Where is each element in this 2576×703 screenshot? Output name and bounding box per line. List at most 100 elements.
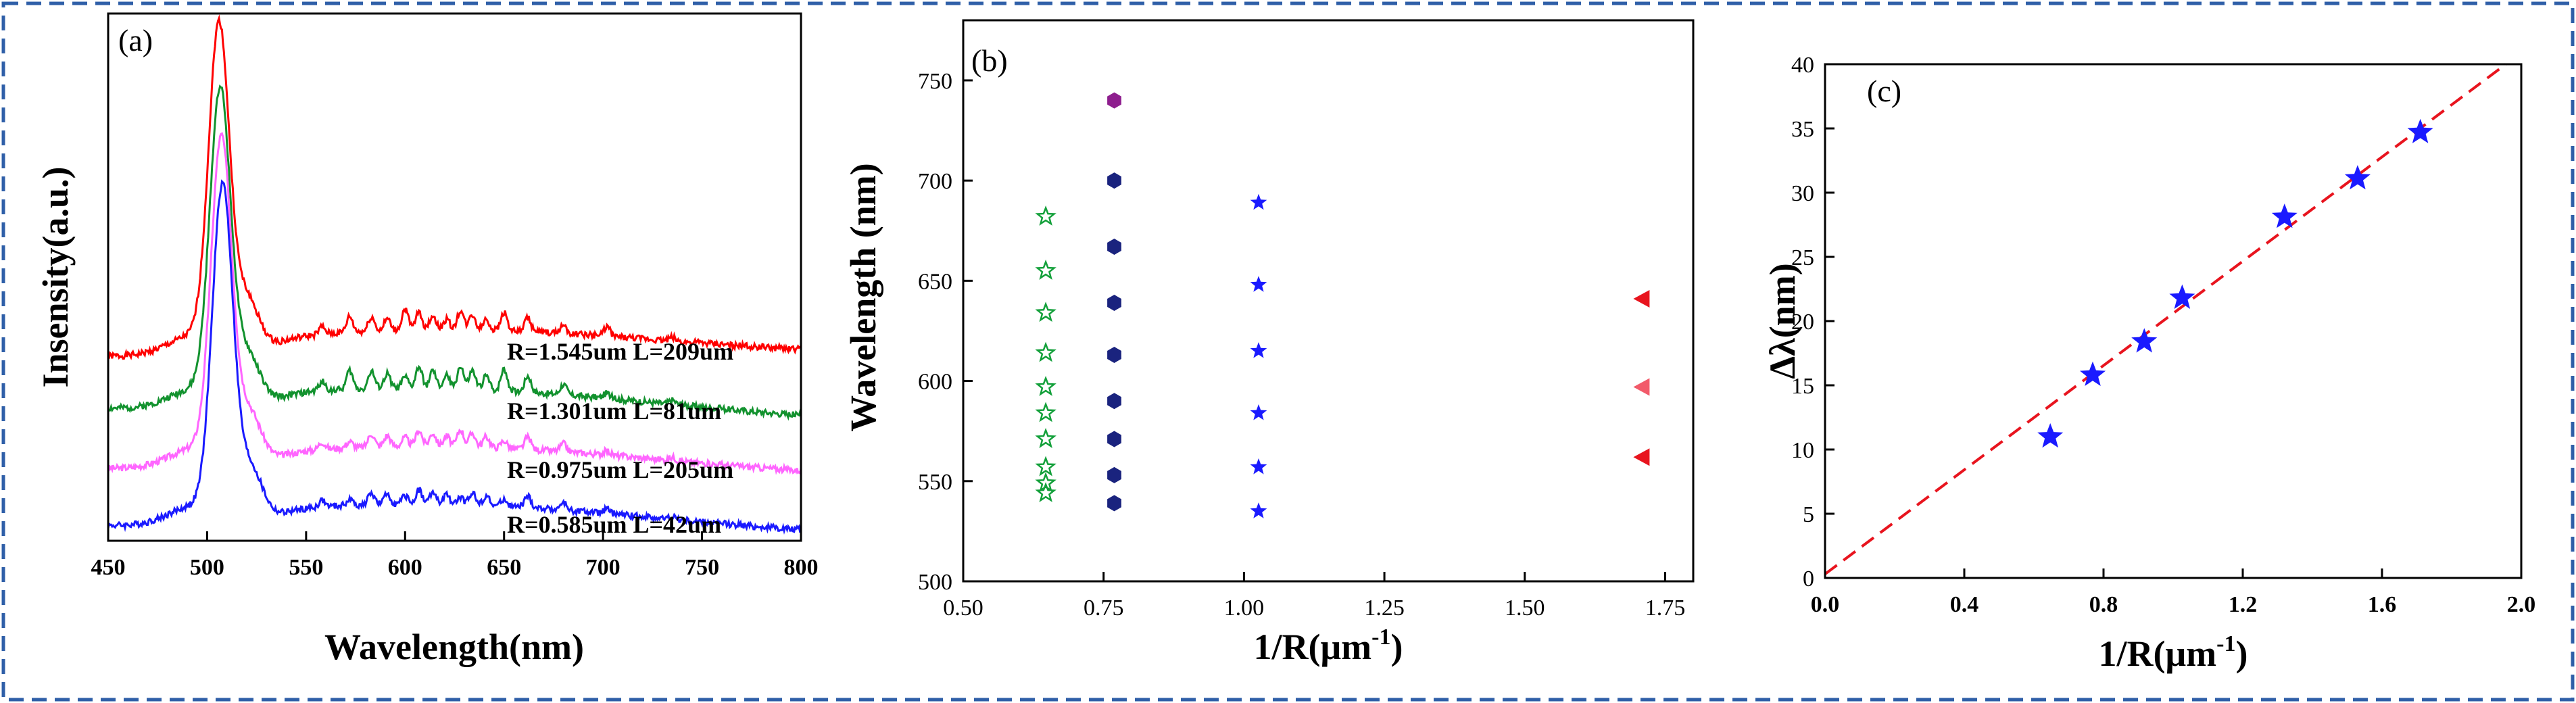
panel-b-y-tick-label: 550 <box>918 470 952 495</box>
panel-c-tag: (c) <box>1867 74 1901 108</box>
panel-b-point-hexagon <box>1107 466 1121 483</box>
panel-b-point-hexagon <box>1107 239 1121 255</box>
panel-c-x-tick-label: 2.0 <box>2507 592 2536 617</box>
panel-c-y-tick-label: 25 <box>1791 245 1814 270</box>
panel-c-x-label-end: ) <box>2235 633 2247 674</box>
panel-b-point-hexagon <box>1107 431 1121 447</box>
panel-c-x-tick-label: 0.8 <box>2089 592 2118 617</box>
panel-c-point-star <box>2080 361 2106 386</box>
panel-c-y-tick-label: 10 <box>1791 438 1814 463</box>
panel-a-spectra: 450 500 550 600 650 700 750 800 (a) R=1.545um L… <box>35 12 819 667</box>
panel-a-x-tick-label: 600 <box>388 555 422 580</box>
panel-b-point-star <box>1250 502 1267 518</box>
panel-c-points <box>1824 63 2507 575</box>
panel-a-x-tick-label: 800 <box>784 555 819 580</box>
panel-b-tag: (b) <box>971 43 1008 78</box>
panel-b-point-open-star <box>1035 402 1056 422</box>
panel-b-x-tick-label: 0.50 <box>943 596 983 621</box>
panel-b-point-hexagon <box>1107 295 1121 311</box>
panel-b-y-tick-label: 750 <box>918 69 952 94</box>
panel-b-x-tick-label: 1.75 <box>1645 596 1686 621</box>
panel-a-x-tick-label: 450 <box>91 555 126 580</box>
panel-c-y-tick-label: 15 <box>1791 374 1814 399</box>
panel-b-point-open-star <box>1035 482 1056 502</box>
panel-b-x-label-sup: -1 <box>1371 625 1390 650</box>
panel-a-y-axis-label: Insensity(a.u.) <box>35 166 76 387</box>
panel-b-x-tick-label: 1.50 <box>1505 596 1545 621</box>
panel-c-point-star <box>2271 203 2298 228</box>
panel-b-y-axis-label: Wavelength (nm) <box>843 163 883 432</box>
panel-c-x-tick-label: 0.4 <box>1950 592 1979 617</box>
panel-b-point-open-star <box>1035 341 1056 362</box>
panel-c-x-label-main: 1/R(μm <box>2099 633 2217 674</box>
panel-a-label-2: R=1.301um L=81um <box>507 397 721 425</box>
panel-c-point-star <box>2131 328 2158 353</box>
panel-c-y-tick-label: 0 <box>1803 566 1814 591</box>
panel-a-series-line <box>107 132 802 475</box>
panel-a-x-tick-label: 750 <box>685 555 719 580</box>
panel-b-point-star <box>1250 404 1267 420</box>
panel-b-x-tick-label: 1.25 <box>1364 596 1405 621</box>
panel-c-point-star <box>2344 165 2371 190</box>
panel-c-x-tick-label: 1.6 <box>2368 592 2397 617</box>
panel-c-x-label-sup: -1 <box>2216 631 2235 656</box>
panel-c-y-tick-label: 20 <box>1791 310 1814 335</box>
panel-b-point-star <box>1250 458 1267 475</box>
panel-a-series-line <box>107 84 802 421</box>
panel-a-x-tick-label: 650 <box>487 555 521 580</box>
panel-a-tag: (a) <box>118 23 153 57</box>
panel-c-x-axis-label: 1/R(μm-1) <box>2099 631 2248 674</box>
panel-a-label-3: R=0.975um L=205um <box>507 456 733 483</box>
panel-c-y-tick-label: 30 <box>1791 181 1814 206</box>
panel-b-x-axis-label: 1/R(μm-1) <box>1254 625 1403 667</box>
panel-b-points <box>1035 92 1650 518</box>
panel-b-point-star <box>1250 276 1267 292</box>
panel-c-y-tick-label: 40 <box>1791 53 1814 78</box>
panel-c-y-axis-label: Δλ(nm) <box>1762 263 1803 379</box>
panel-a-x-tick-label: 700 <box>586 555 621 580</box>
panel-b-point-open-star <box>1035 427 1056 448</box>
panel-c-fit-line <box>1824 63 2507 575</box>
panel-b-ticks: 0.50 0.75 1.00 1.25 1.50 1.75 500 550 600 650 700 7… <box>918 69 1685 621</box>
panel-a-series-line <box>107 14 802 360</box>
panel-a-series-line <box>107 179 802 535</box>
panel-a-x-tick-label: 550 <box>289 555 323 580</box>
panel-c-x-tick-label: 1.2 <box>2229 592 2258 617</box>
panel-b-point-hexagon <box>1107 347 1121 363</box>
panel-a-x-ticks: 450 500 550 600 650 700 750 800 <box>91 531 819 580</box>
panel-b-point-star <box>1250 193 1267 210</box>
panel-b-plot-frame <box>962 19 1695 583</box>
panel-b-x-tick-label: 1.00 <box>1224 596 1265 621</box>
panel-b-point-triangle <box>1633 378 1650 396</box>
panel-b-point-hexagon <box>1107 92 1121 109</box>
panel-b-x-label-end: ) <box>1390 627 1403 667</box>
panel-b-x-label-main: 1/R(μm <box>1254 627 1372 667</box>
panel-c-point-star <box>2407 118 2433 143</box>
panel-b-point-triangle <box>1633 448 1650 466</box>
panel-a-x-axis-label: Wavelength(nm) <box>324 627 584 667</box>
panel-b-y-tick-label: 650 <box>918 269 952 294</box>
panel-b-point-triangle <box>1633 290 1650 308</box>
panel-b-point-open-star <box>1035 456 1056 477</box>
panel-a-x-tick-label: 500 <box>190 555 224 580</box>
panel-b-y-tick-label: 600 <box>918 370 952 395</box>
panel-b-point-star <box>1250 342 1267 358</box>
panel-c-fit: 0.0 0.4 0.8 1.2 1.6 2.0 0 5 10 15 20 25 30 35 40 (c) 1… <box>1762 53 2535 674</box>
panel-c-y-tick-label: 35 <box>1791 117 1814 142</box>
panel-b-y-tick-label: 700 <box>918 169 952 194</box>
panel-c-point-star <box>2169 284 2195 309</box>
panel-c-plot-frame <box>1824 63 2523 579</box>
panel-a-series <box>107 14 802 535</box>
panel-b-point-open-star <box>1035 472 1056 493</box>
panel-a-label-4: R=0.585um L=42um <box>507 511 721 538</box>
panel-c-ticks: 0.0 0.4 0.8 1.2 1.6 2.0 0 5 10 15 20 25 30 35 40 <box>1791 53 2535 617</box>
panel-c-y-tick-label: 5 <box>1803 502 1814 527</box>
panel-b-y-tick-label: 500 <box>918 570 952 595</box>
panel-b-point-hexagon <box>1107 393 1121 410</box>
panel-c-x-tick-label: 0.0 <box>1811 592 1840 617</box>
panel-a-label-1: R=1.545um L=209um <box>507 338 733 365</box>
panel-b-scatter: 0.50 0.75 1.00 1.25 1.50 1.75 500 550 600 650 700 7… <box>843 19 1695 667</box>
panel-b-x-tick-label: 0.75 <box>1084 596 1124 621</box>
